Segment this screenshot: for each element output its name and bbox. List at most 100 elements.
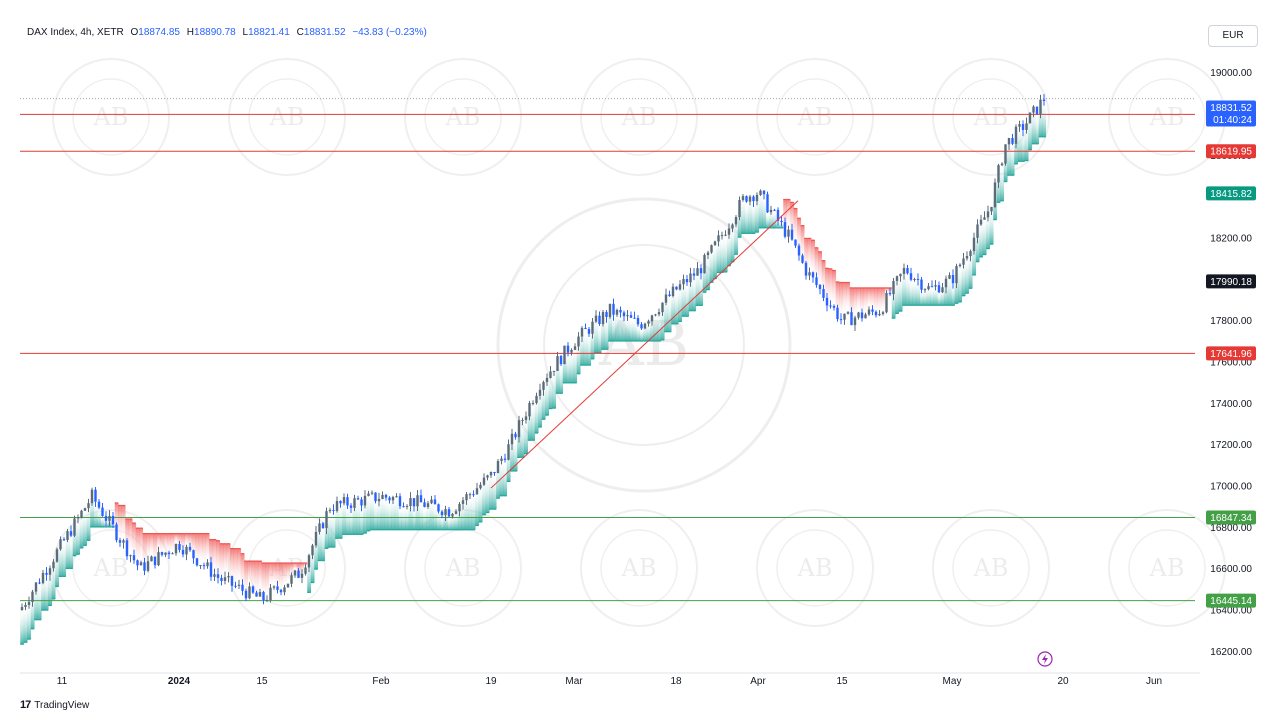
symbol-title[interactable]: DAX Index, 4h, XETR	[27, 27, 124, 38]
candle-body	[881, 312, 885, 314]
candle-body	[685, 279, 689, 283]
candle-body	[342, 497, 346, 504]
candle-body	[559, 356, 563, 365]
candle-body	[276, 586, 279, 590]
watermark-monogram: AB	[1149, 103, 1185, 131]
trail-fill-up	[387, 500, 392, 530]
trail-fill-down	[142, 533, 147, 571]
trail-fill-up	[751, 201, 756, 234]
watermark-inner-ring	[952, 529, 1030, 607]
candle-body	[885, 292, 888, 313]
candle-body	[199, 565, 202, 567]
candle-body	[367, 493, 370, 496]
candle-body	[87, 503, 90, 509]
candle-body	[790, 229, 794, 240]
watermark-logo: AB	[580, 58, 698, 176]
candle-body	[552, 370, 556, 372]
trail-fill-down	[835, 281, 840, 320]
candle-body	[902, 268, 906, 274]
trail-fill-down	[877, 287, 882, 314]
x-tick-label: 15	[256, 676, 268, 687]
candle-body	[829, 305, 832, 307]
open-value: 18874.85	[138, 27, 180, 38]
candle-body	[1004, 144, 1007, 164]
trail-fill-down	[132, 523, 137, 561]
trail-fill-down	[135, 528, 140, 566]
candle-body	[636, 317, 640, 325]
candle-body	[780, 220, 783, 223]
watermark-logo: AB	[228, 58, 346, 176]
close-value: 18831.52	[303, 27, 346, 38]
last-price-label-bg	[1206, 100, 1256, 127]
candle-body	[241, 584, 244, 591]
trail-fill-up	[20, 606, 25, 645]
trail-fill-up	[454, 511, 459, 530]
resistance-level-label: 17641.96	[1210, 349, 1252, 360]
candle-body	[580, 327, 584, 337]
candle-body	[412, 498, 416, 507]
trail-fill-up	[748, 196, 753, 234]
crosshair-price-label-bg	[1206, 274, 1256, 289]
trail-fill-down	[811, 240, 816, 278]
watermark-monogram: AB	[93, 103, 129, 131]
trail-fill-up	[552, 370, 557, 409]
candle-body	[433, 499, 437, 505]
trail-fill-up	[930, 286, 935, 306]
candle-body	[857, 312, 860, 318]
x-tick-label: 18	[670, 676, 682, 687]
watermark-logo: AB	[404, 58, 522, 176]
candle-body	[671, 286, 675, 296]
candle-body	[244, 590, 248, 599]
trail-fill-down	[223, 543, 228, 578]
candle-body	[451, 513, 454, 517]
y-tick-label: 17200.00	[1210, 440, 1252, 451]
footer-brand[interactable]: 17 TradingView	[20, 699, 89, 711]
trail-fill-up	[370, 492, 375, 530]
trail-fill-up	[982, 217, 987, 255]
trail-fill-down	[216, 540, 221, 578]
currency-button[interactable]: EUR	[1208, 25, 1258, 47]
trail-fill-down	[198, 533, 203, 566]
candle-body	[654, 314, 657, 316]
candle-body	[783, 222, 787, 237]
candle-body	[122, 540, 125, 543]
candle-body	[20, 606, 24, 610]
candle-body	[776, 209, 780, 221]
candle-body	[332, 509, 335, 511]
trail-fill-up	[450, 513, 455, 530]
trail-fill-down	[205, 533, 210, 563]
trail-fill-up	[636, 324, 641, 342]
trail-fill-up	[356, 499, 361, 535]
trail-fill-up	[310, 545, 315, 583]
trail-fill-down	[184, 533, 189, 547]
trail-fill-down	[230, 548, 235, 586]
trail-fill-up	[758, 190, 763, 228]
trail-fill-down	[261, 563, 266, 601]
candle-body	[206, 562, 209, 567]
trail-fill-up	[660, 302, 665, 340]
trail-fill-up	[384, 497, 389, 530]
candle-body	[804, 262, 808, 276]
candle-body	[311, 545, 314, 556]
trail-fill-down	[219, 543, 224, 581]
candle-body	[248, 586, 251, 599]
trail-fill-up	[678, 284, 683, 322]
lightning-bolt-glyph	[1042, 654, 1048, 664]
candle-body	[808, 272, 811, 276]
candle-body	[1039, 99, 1042, 114]
candle-body	[720, 235, 724, 237]
candle-body	[661, 302, 664, 313]
trail-fill-up	[755, 194, 760, 233]
candle-body	[696, 268, 699, 276]
candle-body	[395, 496, 398, 498]
trail-fill-up	[713, 241, 718, 279]
candle-body	[675, 286, 678, 290]
time-axis[interactable]: 11 2024 15 Feb 19 Mar 18 Apr 15 May 20 Jun	[20, 672, 1200, 687]
candle-body	[486, 475, 489, 478]
candle-body	[496, 460, 500, 474]
trail-fill-down	[258, 561, 263, 593]
candle-body	[727, 228, 731, 235]
trail-fill-up	[524, 416, 529, 454]
